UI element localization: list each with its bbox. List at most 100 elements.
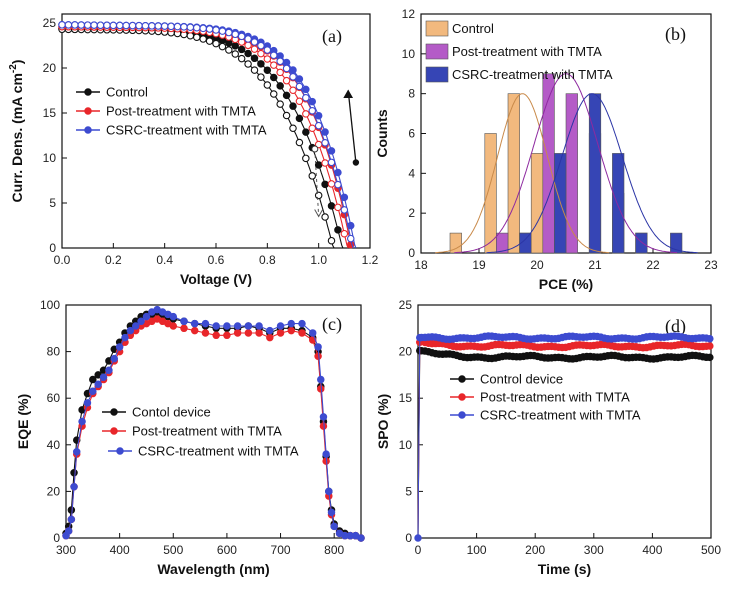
legend-c-0-marker — [110, 408, 118, 416]
eqe-point-2 — [325, 487, 333, 496]
jv-point-5 — [244, 35, 252, 43]
x-tick-label-d: 300 — [584, 543, 604, 557]
x-tick-label-d: 200 — [525, 543, 545, 557]
gauss-fit-2 — [486, 93, 698, 254]
solid-arrow-head — [343, 89, 354, 98]
jv-point-5 — [321, 139, 329, 147]
y-tick-label-c: 80 — [47, 345, 61, 359]
y-axis-label-b: Counts — [374, 109, 390, 157]
eqe-point-2 — [83, 399, 92, 407]
jv-point-5 — [314, 121, 323, 130]
legend-a-0-marker — [84, 88, 92, 96]
eqe-point-1 — [212, 331, 220, 340]
x-tick-label-d: 100 — [467, 543, 487, 557]
jv-point-0 — [231, 42, 240, 50]
gauss-fit-0 — [435, 93, 610, 254]
jv-point-4 — [302, 85, 310, 94]
panel-label-b: (b) — [665, 24, 686, 45]
legend-a-1-marker — [84, 107, 92, 115]
x-axis-label-d: Time (s) — [538, 561, 591, 577]
jv-point-1 — [302, 154, 310, 163]
jv-point-1 — [327, 236, 336, 245]
legend-d-1-text: Post-treatment with TMTA — [480, 390, 630, 405]
jv-point-5 — [122, 21, 130, 30]
eqe-point-2 — [319, 413, 328, 421]
jv-point-3 — [289, 86, 297, 95]
y-tick-label-a: 5 — [49, 196, 56, 210]
jv-point-0 — [263, 66, 272, 74]
eqe-point-1 — [276, 329, 285, 337]
hist-bar-1 — [496, 232, 509, 254]
jv-point-4 — [321, 128, 329, 136]
panel-label-d: (d) — [665, 316, 686, 337]
solid-arrow-shaft — [347, 90, 357, 163]
legend-b-text-0: Control — [452, 21, 494, 36]
jv-point-3 — [302, 110, 310, 118]
y-axis-label-main-c: EQE (%) — [15, 394, 31, 449]
jv-point-5 — [205, 25, 214, 33]
jv-point-5 — [154, 22, 163, 30]
y-tick-label-c: 0 — [53, 531, 60, 545]
jv-point-5 — [346, 234, 355, 243]
jv-point-0 — [250, 54, 259, 63]
eqe-point-2 — [70, 482, 78, 491]
jv-point-3 — [276, 68, 284, 77]
jv-point-3 — [250, 45, 259, 53]
jv-point-0 — [282, 91, 291, 100]
y-axis-label-main-a: Curr. Dens. (mA cm — [9, 73, 25, 202]
legend-d-1-marker — [458, 393, 466, 401]
x-tick-label-a: 0.6 — [208, 253, 225, 267]
eqe-point-1 — [201, 329, 210, 337]
y-tick-label-d: 25 — [399, 298, 413, 312]
hist-bar-2 — [519, 232, 532, 254]
y-tick-label-d: 5 — [405, 484, 412, 498]
eqe-point-2 — [287, 319, 296, 328]
jv-point-5 — [160, 22, 169, 30]
jv-point-5 — [77, 21, 86, 29]
spo-point-0 — [706, 353, 714, 362]
jv-point-5 — [269, 51, 278, 59]
eqe-point-2 — [180, 317, 188, 326]
jv-point-5 — [141, 21, 150, 30]
jv-point-1 — [244, 60, 252, 68]
jv-point-4 — [308, 97, 316, 106]
legend-a-2-text: CSRC-treatment with TMTA — [106, 123, 267, 138]
jv-point-5 — [186, 23, 195, 31]
jv-point-1 — [193, 33, 201, 41]
eqe-point-2 — [330, 522, 338, 531]
eqe-point-2 — [169, 312, 178, 321]
eqe-point-2 — [308, 329, 317, 337]
panel-b-pce-histogram: 18 19 20 21 22 23 0 2 4 6 8 10 12 PCE (%) Counts (b) Con… — [374, 7, 718, 292]
jv-point-5 — [103, 21, 111, 30]
eqe-point-0 — [89, 375, 97, 384]
jv-point-1 — [250, 66, 259, 74]
jv-point-4 — [327, 147, 336, 155]
jv-point-3 — [308, 124, 316, 132]
eqe-point-2 — [212, 322, 220, 330]
x-tick-label-b: 20 — [530, 258, 544, 272]
hist-bar-1 — [542, 73, 555, 254]
y-tick-label-b: 2 — [408, 206, 415, 220]
y-tick-label-d: 20 — [399, 345, 413, 359]
jv-point-5 — [193, 23, 201, 32]
jv-curve-1 — [62, 28, 335, 249]
jv-point-3 — [327, 180, 336, 188]
jv-point-1 — [321, 213, 329, 221]
y-tick-label-c: 60 — [47, 391, 61, 405]
jv-point-3 — [340, 229, 349, 238]
spo-origin-point — [414, 534, 422, 542]
legend-b-swatch-1 — [425, 43, 449, 60]
eqe-point-2 — [314, 343, 322, 351]
jv-point-5 — [96, 21, 105, 29]
legend-d-0-text: Control device — [480, 372, 563, 387]
x-tick-label-a: 0.4 — [156, 253, 173, 267]
legend-a-2-marker — [84, 126, 92, 134]
legend-a-0-text: Control — [106, 85, 148, 100]
eqe-point-2 — [276, 322, 285, 330]
eqe-point-1 — [180, 324, 188, 333]
hist-bar-2 — [612, 153, 625, 254]
eqe-point-2 — [67, 515, 76, 524]
jv-point-5 — [263, 46, 272, 54]
jv-point-0 — [257, 60, 265, 68]
y-tick-label-d: 15 — [399, 391, 413, 405]
